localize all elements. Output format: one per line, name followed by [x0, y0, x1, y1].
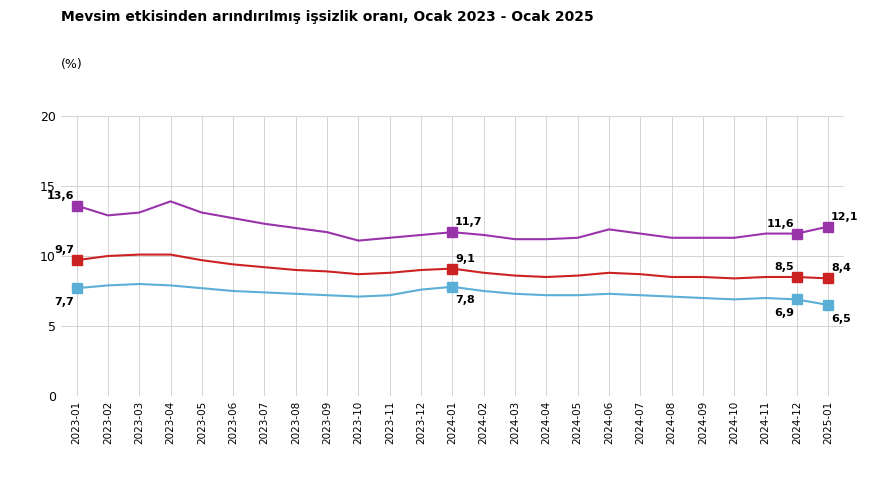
Text: (%): (%)	[61, 58, 83, 71]
Text: Mevsim etkisinden arındırılmış işsizlik oranı, Ocak 2023 - Ocak 2025: Mevsim etkisinden arındırılmış işsizlik …	[61, 10, 593, 24]
Text: 12,1: 12,1	[830, 212, 858, 222]
Text: 7,7: 7,7	[54, 297, 74, 307]
Text: 13,6: 13,6	[46, 191, 74, 200]
Text: 11,7: 11,7	[454, 217, 482, 227]
Text: 9,7: 9,7	[54, 245, 74, 255]
Text: 6,9: 6,9	[773, 308, 793, 318]
Text: 9,1: 9,1	[454, 254, 474, 264]
Text: 8,5: 8,5	[773, 262, 793, 272]
Text: 7,8: 7,8	[454, 296, 474, 305]
Text: 11,6: 11,6	[766, 219, 793, 228]
Text: 6,5: 6,5	[830, 313, 850, 324]
Text: 8,4: 8,4	[830, 263, 850, 273]
